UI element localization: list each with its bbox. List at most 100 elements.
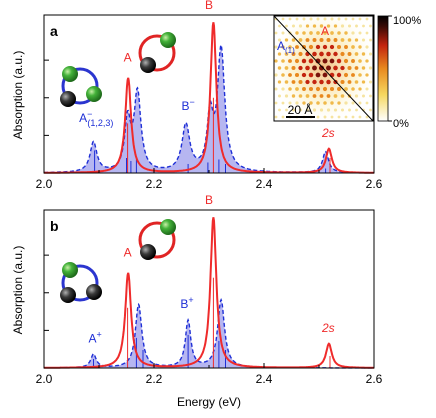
inset-dot [316, 31, 320, 35]
inset-dot [369, 24, 372, 28]
inset-dot [312, 108, 317, 112]
molecule-icon-red-ring-b [138, 219, 176, 260]
inset-dot [294, 58, 300, 64]
inset-dot [308, 58, 314, 64]
inset-dot [351, 45, 355, 49]
inset-dot [340, 108, 345, 112]
inset-dot [337, 87, 341, 91]
inset-dot [291, 38, 296, 42]
inset-dot [329, 86, 335, 92]
x-tick-label-b-2: 2.4 [256, 372, 273, 386]
inset-dot [330, 101, 334, 105]
inset-dot [369, 108, 372, 112]
inset-dot [298, 94, 303, 98]
inset-dot [291, 94, 296, 98]
colorbar-min-label: 0% [393, 118, 409, 130]
inset-dot [336, 72, 342, 78]
inset-dot [351, 87, 355, 91]
inset-dot [326, 108, 331, 112]
inset-dot [348, 123, 351, 126]
inset-dot [361, 38, 366, 42]
inset-dot [333, 94, 338, 98]
inset-dot [315, 58, 321, 64]
peak-label-b-4: 2s [321, 321, 335, 335]
inset-dot [274, 59, 278, 63]
inset-dot [305, 24, 310, 28]
inset-dot [368, 52, 373, 56]
inset-dot [274, 73, 278, 77]
inset-dot [337, 115, 341, 119]
inset-dot [340, 94, 345, 98]
inset-dot [312, 38, 317, 42]
inset-dot [358, 87, 362, 91]
inset-dot [301, 44, 307, 50]
inset-dot [344, 115, 348, 119]
inset-dot [330, 115, 334, 119]
inset-dot [344, 87, 348, 91]
inset-dot [281, 115, 285, 119]
inset-label-a1: A(1) [277, 39, 295, 55]
inset-dot [340, 51, 345, 57]
inset-dot [306, 123, 309, 126]
inset-dot [361, 80, 366, 84]
x-tick-label-a-1: 2.2 [146, 177, 163, 191]
x-ticks-a: 2.0 2.2 2.4 2.6 [36, 59, 383, 191]
inset-dot [309, 31, 313, 35]
panel-letter-b: b [50, 218, 59, 234]
inset-dot [319, 79, 324, 85]
inset-dot [298, 51, 303, 57]
inset-dot [312, 94, 317, 98]
inset-dot [365, 59, 369, 63]
inset-dot [309, 17, 313, 21]
inset-dot [319, 51, 324, 57]
panel-b: ABA+B+2s b Absorption (a.u.) 2.0 2.2 2.4 2.… [11, 193, 383, 409]
inset-dot [278, 108, 281, 112]
inset-dot [329, 72, 335, 78]
inset-dot [299, 123, 302, 126]
inset-dot [358, 31, 362, 35]
inset-dot [292, 123, 295, 126]
inset-dot [302, 17, 306, 21]
inset-dot [326, 94, 331, 98]
peak-label-b-3: B+ [180, 295, 193, 311]
inset-dot [316, 101, 320, 105]
inset-dot [292, 108, 295, 112]
inset-dot-grid [274, 17, 373, 126]
inset-dot [288, 17, 292, 21]
inset-dot [302, 31, 306, 35]
inset-dot [336, 44, 342, 50]
inset-label-a: A [321, 24, 329, 38]
inset-dot [333, 51, 338, 57]
inset-dot [354, 80, 359, 84]
inset-dot [369, 123, 372, 126]
panel-a: ABA− (1,2,3)B−2s a Absorption (a.u.) 2.0 2… [11, 0, 421, 191]
inset-dot [347, 80, 352, 84]
inset-dot [291, 65, 296, 71]
inset-dot [284, 80, 289, 84]
inset-dot [351, 17, 355, 21]
inset-dot [365, 73, 369, 77]
inset-dot [295, 45, 299, 49]
inset-dot [288, 101, 292, 105]
inset-dot [361, 52, 366, 56]
inset-dot [365, 87, 369, 91]
inset-dot [298, 108, 303, 112]
inset-dot [274, 87, 278, 91]
inset-dot [347, 24, 352, 28]
inset-dot [362, 123, 365, 126]
inset-dot [309, 101, 313, 105]
inset-dot [291, 80, 296, 84]
inset-dot [295, 87, 299, 91]
x-axis-title: Energy (eV) [177, 395, 241, 409]
inset-dot [323, 115, 327, 119]
inset-dot [351, 73, 355, 77]
molecule-icon-blue-ring-a [60, 66, 102, 107]
inset-frame [273, 15, 374, 122]
peak-label-a-3: B− [181, 97, 194, 113]
inset-dot [340, 65, 345, 71]
inset-dot [312, 24, 317, 28]
inset-dot [305, 65, 310, 71]
inset-dot [319, 108, 324, 112]
inset-dot [302, 101, 306, 105]
inset-dot [278, 123, 281, 126]
